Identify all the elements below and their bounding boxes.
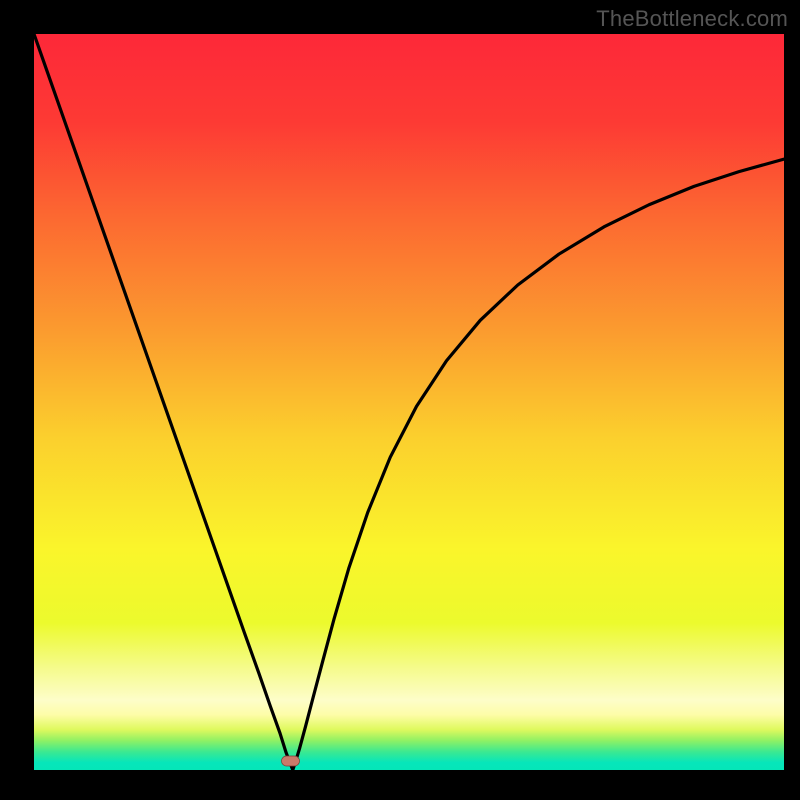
chart-frame: TheBottleneck.com bbox=[0, 0, 800, 800]
bottleneck-chart bbox=[0, 0, 800, 800]
plot-area-background bbox=[34, 34, 784, 770]
optimal-point-marker bbox=[282, 756, 300, 766]
watermark-text: TheBottleneck.com bbox=[596, 6, 788, 32]
